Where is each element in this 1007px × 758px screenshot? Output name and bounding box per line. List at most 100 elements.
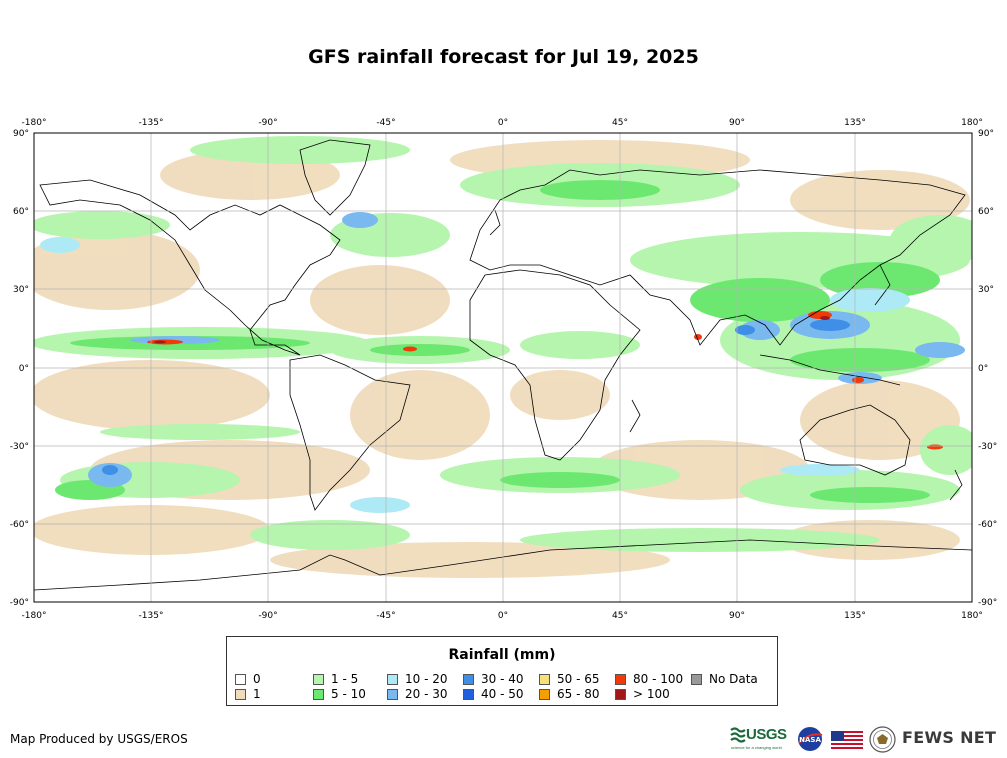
svg-text:NASA: NASA — [799, 736, 821, 744]
us-flag-icon — [831, 731, 863, 749]
legend-item-4: 10 - 20 — [387, 672, 448, 686]
legend-label: 50 - 65 — [557, 672, 600, 686]
top-longitude-labels: -180° -135° -90° -45° 0° 45° 90° 135° 18… — [22, 118, 983, 128]
legend-item-7: 40 - 50 — [463, 687, 524, 701]
legend-label: 5 - 10 — [331, 687, 366, 701]
lat-label-right: 30° — [978, 285, 994, 295]
europe-asia — [469, 169, 966, 346]
legend-label: 80 - 100 — [633, 672, 684, 686]
lon-label-top: 45° — [612, 118, 628, 128]
lat-label-left: 30° — [13, 285, 29, 295]
antarctica — [34, 539, 972, 591]
lat-label-right: 60° — [978, 207, 994, 217]
lon-label-bottom: -90° — [258, 611, 277, 621]
legend-label: 0 — [253, 672, 261, 686]
map-title: GFS rainfall forecast for Jul 19, 2025 — [308, 46, 699, 68]
legend-item-9: 65 - 80 — [539, 687, 600, 701]
lat-label-right: 0° — [978, 364, 988, 374]
lon-label-top: 135° — [844, 118, 866, 128]
lon-label-bottom: 180° — [961, 611, 983, 621]
legend-item-11: > 100 — [615, 687, 670, 701]
legend-swatch — [691, 674, 702, 685]
left-latitude-labels: 90° 60° 30° 0° -30° -60° -90° — [10, 129, 29, 608]
legend-swatch — [463, 674, 474, 685]
madagascar — [629, 399, 641, 433]
legend-item-8: 50 - 65 — [539, 672, 600, 686]
legend-label: 65 - 80 — [557, 687, 600, 701]
rain-band-10-20mm — [40, 237, 910, 513]
usgs-wave-icon — [730, 727, 746, 743]
lat-label-right: -60° — [978, 520, 997, 530]
north-america — [39, 179, 341, 356]
graticule — [34, 133, 972, 602]
legend-swatch — [615, 674, 626, 685]
coastlines — [34, 139, 972, 591]
legend-swatch — [539, 689, 550, 700]
lon-label-top: -90° — [258, 118, 277, 128]
lat-label-left: -30° — [10, 442, 29, 452]
legend-label: 40 - 50 — [481, 687, 524, 701]
legend-swatch — [615, 689, 626, 700]
greenland — [299, 139, 371, 216]
australia — [799, 404, 911, 476]
legend-label: 20 - 30 — [405, 687, 448, 701]
legend-swatch — [313, 674, 324, 685]
bottom-longitude-labels: -180° -135° -90° -45° 0° 45° 90° 135° 18… — [22, 611, 983, 621]
legend-item-1: 1 — [235, 687, 261, 701]
legend-label: > 100 — [633, 687, 670, 701]
lon-label-bottom: 45° — [612, 611, 628, 621]
lat-label-left: -90° — [10, 598, 29, 608]
legend-title: Rainfall (mm) — [448, 647, 556, 663]
legend-label: 1 - 5 — [331, 672, 359, 686]
legend-swatch — [387, 674, 398, 685]
lon-label-top: -135° — [139, 118, 164, 128]
lat-label-right: 90° — [978, 129, 994, 139]
new-zealand — [949, 469, 963, 501]
usgs-tagline: science for a changing world — [731, 745, 782, 750]
legend-label: No Data — [709, 672, 758, 686]
legend-item-5: 20 - 30 — [387, 687, 448, 701]
africa — [469, 269, 641, 461]
nasa-logo: NASA — [798, 727, 823, 751]
lon-label-top: 0° — [498, 118, 508, 128]
legend-swatch — [463, 689, 474, 700]
legend-item-3: 5 - 10 — [313, 687, 366, 701]
legend-item-0: 0 — [235, 672, 261, 686]
lon-label-top: -180° — [22, 118, 47, 128]
lon-label-bottom: -135° — [139, 611, 164, 621]
state-department-seal-icon — [869, 726, 896, 753]
southeast-asia-islands — [759, 354, 901, 386]
south-america — [289, 354, 411, 511]
rainfall-legend: Rainfall (mm) 0 1 1 - 5 5 - 10 10 - 20 2… — [226, 636, 778, 706]
lat-label-left: 90° — [13, 129, 29, 139]
lat-label-left: -60° — [10, 520, 29, 530]
lat-label-right: -30° — [978, 442, 997, 452]
map-frame — [33, 132, 973, 603]
lon-label-top: -45° — [376, 118, 395, 128]
lon-label-bottom: 90° — [729, 611, 745, 621]
rain-band-20-30mm — [88, 212, 965, 487]
legend-swatch — [313, 689, 324, 700]
fews-net-logo: FEWS NET — [902, 728, 997, 747]
lon-label-bottom: -180° — [22, 611, 47, 621]
lon-label-bottom: 0° — [498, 611, 508, 621]
legend-item-12: No Data — [691, 672, 758, 686]
right-latitude-labels: 90° 60° 30° 0° -30° -60° -90° — [978, 129, 997, 608]
legend-swatch — [235, 689, 246, 700]
legend-swatch — [539, 674, 550, 685]
lat-label-right: -90° — [978, 598, 997, 608]
legend-item-10: 80 - 100 — [615, 672, 683, 686]
lat-label-left: 0° — [19, 364, 29, 374]
legend-item-2: 1 - 5 — [313, 672, 358, 686]
legend-item-6: 30 - 40 — [463, 672, 524, 686]
lat-label-left: 60° — [13, 207, 29, 217]
japan — [874, 264, 891, 306]
map-credit: Map Produced by USGS/EROS — [10, 732, 188, 746]
legend-label: 10 - 20 — [405, 672, 448, 686]
rain-band-over-100mm — [154, 316, 830, 344]
lon-label-bottom: -45° — [376, 611, 395, 621]
legend-swatch — [235, 674, 246, 685]
rainfall-map: -180° -135° -90° -45° 0° 45° 90° 135° 18… — [10, 118, 997, 621]
legend-label: 1 — [253, 687, 261, 701]
usgs-logo: USGS science for a changing world — [730, 724, 792, 754]
